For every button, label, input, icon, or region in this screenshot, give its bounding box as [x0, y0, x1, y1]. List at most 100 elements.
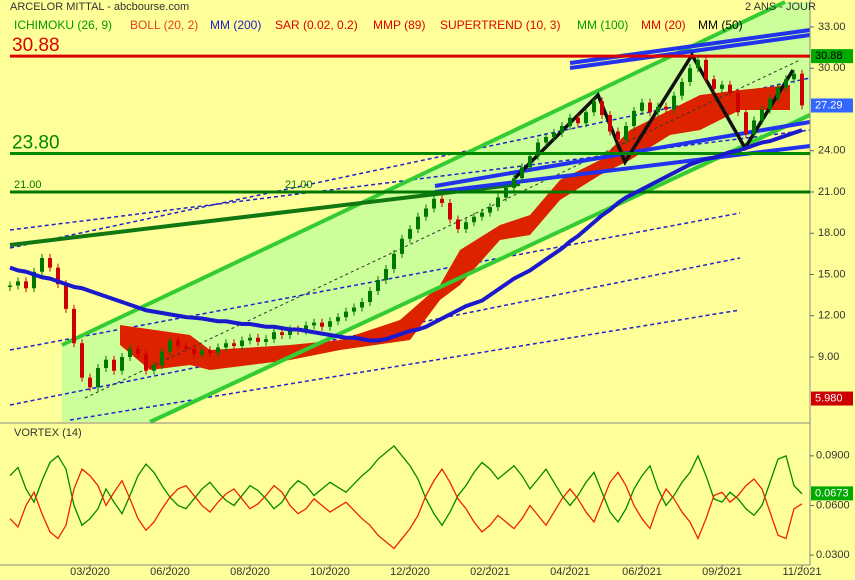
level-label: 21.00 — [285, 179, 313, 191]
price-marker-label: 27.29 — [815, 99, 843, 111]
level-label: 23.80 — [12, 132, 60, 153]
candle — [688, 68, 692, 82]
legend-entry: MM (200) — [210, 18, 261, 32]
candle — [528, 156, 532, 168]
x-tick-label: 11/2021 — [783, 566, 822, 578]
candle — [272, 332, 276, 340]
chart-title: ARCELOR MITTAL - abcbourse.com — [10, 1, 189, 13]
candle — [248, 337, 252, 341]
candle — [136, 348, 140, 355]
candle — [176, 340, 180, 347]
candle — [336, 317, 340, 322]
candle — [88, 377, 92, 388]
candle — [472, 216, 476, 223]
candle — [664, 106, 668, 110]
candle — [376, 280, 380, 292]
candle — [128, 348, 132, 358]
candle — [16, 281, 20, 286]
candle — [408, 229, 412, 239]
candle — [520, 167, 524, 179]
candle — [592, 101, 596, 113]
candle — [240, 340, 244, 347]
candle — [320, 322, 324, 327]
candle — [608, 114, 612, 132]
legend-entry: MM (50) — [698, 18, 743, 32]
candle — [760, 109, 764, 121]
candle — [512, 178, 516, 188]
candle — [704, 59, 708, 80]
candle — [712, 79, 716, 89]
x-tick-label: 02/2021 — [470, 566, 510, 578]
x-tick-label: 12/2020 — [390, 566, 430, 578]
y-tick-label: 12.00 — [818, 310, 846, 322]
price-marker — [811, 391, 853, 406]
candle — [352, 307, 356, 312]
candle — [544, 136, 548, 143]
y-tick-label: 9.00 — [818, 351, 839, 363]
candle — [632, 110, 636, 126]
candle — [8, 285, 12, 288]
candle — [656, 106, 660, 113]
candle — [288, 329, 292, 336]
y-tick-label: 18.00 — [818, 227, 846, 239]
y-tick-label: 21.00 — [818, 186, 846, 198]
price-marker-label: 5.980 — [815, 392, 843, 404]
candle — [112, 359, 116, 371]
candle — [752, 120, 756, 135]
level-label: 30.88 — [12, 35, 60, 56]
candle — [440, 198, 444, 203]
candle — [728, 84, 732, 93]
candle — [384, 268, 388, 280]
candle — [144, 354, 148, 371]
price-marker-label: 30.88 — [815, 50, 843, 62]
candle — [328, 321, 332, 327]
candle — [672, 95, 676, 110]
vortex-line — [9, 444, 803, 527]
legend-entry: MM (100) — [577, 18, 628, 32]
candle — [56, 267, 60, 285]
candle — [600, 101, 604, 115]
candle — [304, 325, 308, 331]
candle — [152, 365, 156, 371]
chart-subtitle: 2 ANS - JOUR — [745, 1, 816, 13]
price-marker — [811, 98, 853, 113]
candle — [552, 132, 556, 137]
candle — [696, 59, 700, 69]
candle — [312, 322, 316, 326]
candle — [256, 337, 260, 342]
level-label: 21.00 — [14, 179, 42, 191]
channel-fill — [62, 2, 810, 422]
x-tick-label: 10/2020 — [310, 566, 350, 578]
x-tick-label: 06/2020 — [150, 566, 190, 578]
candle — [784, 79, 788, 88]
candle — [768, 98, 772, 110]
candle — [224, 343, 228, 348]
y-tick-label: 30.00 — [818, 62, 846, 74]
candle — [456, 219, 460, 230]
y-tick-label: 0.0600 — [816, 499, 850, 511]
candle — [264, 339, 268, 342]
legend-entry: MMP (89) — [373, 18, 425, 32]
candle — [744, 112, 748, 135]
candle — [216, 347, 220, 353]
candle — [208, 350, 212, 353]
candle — [568, 117, 572, 126]
candle — [424, 208, 428, 217]
candle — [96, 368, 100, 388]
candle — [392, 253, 396, 269]
price-marker — [811, 49, 853, 64]
candle — [72, 308, 76, 344]
candle — [576, 117, 580, 124]
candle — [776, 87, 780, 99]
candle — [232, 343, 236, 347]
candle — [480, 212, 484, 217]
candle — [560, 125, 564, 133]
value-marker-label: 0.0673 — [815, 487, 849, 499]
candle — [280, 332, 284, 336]
x-tick-label: 03/2020 — [70, 566, 110, 578]
candle — [48, 257, 52, 268]
x-tick-label: 08/2020 — [230, 566, 270, 578]
candle — [368, 291, 372, 303]
candle — [720, 84, 724, 89]
candle — [496, 197, 500, 208]
